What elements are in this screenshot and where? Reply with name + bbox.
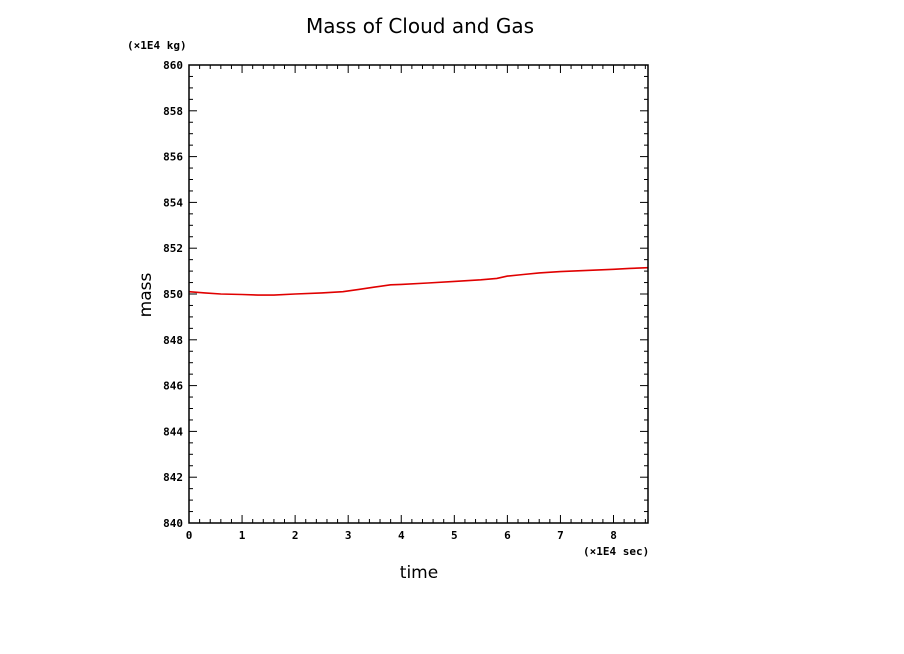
series-layer bbox=[188, 266, 649, 296]
series-line bbox=[188, 266, 649, 296]
y-tick-label: 840 bbox=[163, 517, 183, 530]
x-tick-label: 4 bbox=[398, 529, 405, 542]
chart-title: Mass of Cloud and Gas bbox=[306, 14, 534, 38]
y-tick-label: 858 bbox=[163, 105, 183, 118]
x-tick-label: 1 bbox=[239, 529, 246, 542]
x-tick-label: 3 bbox=[345, 529, 352, 542]
y-tick-label: 844 bbox=[163, 425, 183, 438]
x-axis-unit: (×1E4 sec) bbox=[583, 545, 649, 558]
y-axis-unit: (×1E4 kg) bbox=[127, 39, 187, 52]
ticks-layer: 0 1 2 3 4 5 6 7 8 840 842 844 846 848 850 852 854 856 858 8… bbox=[163, 59, 648, 542]
x-tick-label: 7 bbox=[557, 529, 564, 542]
y-tick-label: 856 bbox=[163, 151, 183, 164]
y-tick-label: 846 bbox=[163, 380, 183, 393]
y-tick-label: 854 bbox=[163, 196, 183, 209]
plot-frame bbox=[188, 64, 649, 524]
y-tick-label: 850 bbox=[163, 288, 183, 301]
y-tick-label: 852 bbox=[163, 242, 183, 255]
x-axis-label: time bbox=[400, 563, 438, 583]
x-tick-label: 8 bbox=[610, 529, 617, 542]
x-tick-label: 0 bbox=[186, 529, 193, 542]
x-tick-label: 2 bbox=[292, 529, 299, 542]
x-tick-label: 5 bbox=[451, 529, 458, 542]
x-tick-label: 6 bbox=[504, 529, 511, 542]
y-tick-label: 848 bbox=[163, 334, 183, 347]
y-axis-label: mass bbox=[136, 273, 156, 318]
y-tick-label: 842 bbox=[163, 471, 183, 484]
y-tick-label: 860 bbox=[163, 59, 183, 72]
